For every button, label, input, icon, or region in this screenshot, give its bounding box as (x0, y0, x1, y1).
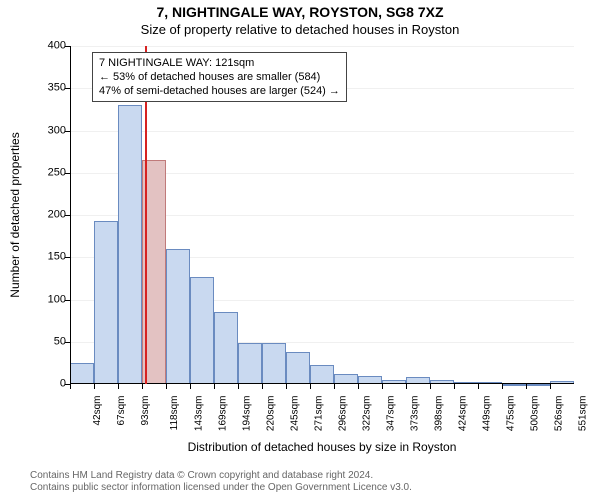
x-tick-label: 143sqm (194, 396, 205, 432)
footer-line-2: Contains public sector information licen… (30, 482, 570, 494)
x-tick-label: 271sqm (314, 396, 325, 432)
x-tick-mark (502, 384, 503, 389)
footer-line-1: Contains HM Land Registry data © Crown c… (30, 470, 570, 482)
y-axis-label: Number of detached properties (8, 46, 22, 384)
x-tick-label: 398sqm (434, 396, 445, 432)
histogram-bar (526, 384, 550, 386)
x-tick-label: 245sqm (290, 396, 301, 432)
x-tick-label: 500sqm (530, 396, 541, 432)
x-tick-mark (94, 384, 95, 389)
y-tick-label: 50 (26, 336, 66, 347)
x-tick-mark (262, 384, 263, 389)
x-tick-label: 93sqm (140, 396, 151, 426)
chart-title-sub: Size of property relative to detached ho… (0, 22, 600, 37)
y-tick-label: 400 (26, 41, 66, 52)
x-tick-label: 296sqm (338, 396, 349, 432)
x-axis-label: Distribution of detached houses by size … (70, 440, 574, 454)
histogram-bar (502, 384, 526, 386)
x-tick-label: 373sqm (410, 396, 421, 432)
x-tick-mark (214, 384, 215, 389)
y-tick-label: 150 (26, 252, 66, 263)
x-tick-label: 551sqm (578, 396, 589, 432)
x-tick-mark (454, 384, 455, 389)
footer-attribution: Contains HM Land Registry data © Crown c… (30, 470, 570, 494)
x-tick-mark (478, 384, 479, 389)
x-tick-label: 449sqm (482, 396, 493, 432)
y-tick-label: 100 (26, 294, 66, 305)
y-tick-label: 250 (26, 167, 66, 178)
x-tick-mark (142, 384, 143, 389)
x-tick-mark (406, 384, 407, 389)
y-tick-label: 350 (26, 83, 66, 94)
x-tick-label: 67sqm (116, 396, 127, 426)
annotation-line: ← 53% of detached houses are smaller (58… (99, 70, 340, 84)
annotation-line: 47% of semi-detached houses are larger (… (99, 84, 340, 98)
chart-container: 7, NIGHTINGALE WAY, ROYSTON, SG8 7XZ Siz… (0, 0, 600, 500)
x-tick-label: 526sqm (554, 396, 565, 432)
x-tick-mark (382, 384, 383, 389)
chart-title-main: 7, NIGHTINGALE WAY, ROYSTON, SG8 7XZ (0, 4, 600, 20)
x-tick-mark (358, 384, 359, 389)
x-tick-label: 169sqm (218, 396, 229, 432)
x-tick-mark (430, 384, 431, 389)
x-tick-label: 322sqm (362, 396, 373, 432)
x-tick-label: 194sqm (242, 396, 253, 432)
x-tick-label: 347sqm (386, 396, 397, 432)
x-tick-mark (166, 384, 167, 389)
x-tick-mark (310, 384, 311, 389)
x-tick-label: 42sqm (92, 396, 103, 426)
x-tick-mark (70, 384, 71, 389)
x-tick-mark (286, 384, 287, 389)
annotation-line: 7 NIGHTINGALE WAY: 121sqm (99, 56, 340, 70)
x-tick-label: 220sqm (266, 396, 277, 432)
x-tick-label: 475sqm (506, 396, 517, 432)
y-tick-label: 300 (26, 125, 66, 136)
x-tick-mark (238, 384, 239, 389)
x-tick-mark (190, 384, 191, 389)
x-tick-label: 424sqm (458, 396, 469, 432)
annotation-box: 7 NIGHTINGALE WAY: 121sqm← 53% of detach… (92, 52, 347, 102)
x-tick-mark (526, 384, 527, 389)
y-tick-label: 200 (26, 210, 66, 221)
x-tick-mark (118, 384, 119, 389)
y-tick-label: 0 (26, 379, 66, 390)
x-tick-mark (334, 384, 335, 389)
x-tick-label: 118sqm (169, 396, 180, 431)
x-tick-mark (550, 384, 551, 389)
